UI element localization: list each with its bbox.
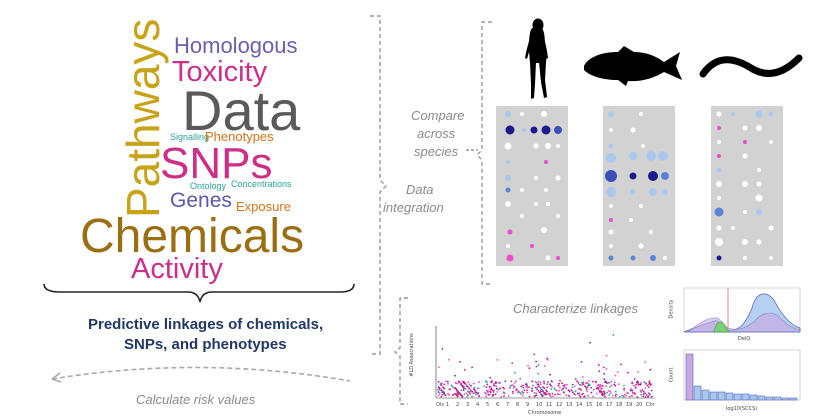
density-curves (683, 287, 801, 333)
manhattan-tick-label: 14 (576, 402, 583, 408)
histogram-ylabel: Count (668, 367, 675, 383)
histogram-bar (749, 394, 758, 401)
histogram-bar (709, 391, 718, 401)
bottom-bracket (43, 283, 355, 303)
histogram-bars (683, 349, 801, 401)
integration-label: integration (383, 200, 444, 215)
manhattan-tick-label: 19 (626, 402, 633, 408)
manhattan-tick-label: Chr (646, 402, 655, 408)
manhattan-tick-label: 16 (596, 402, 603, 408)
manhattan-tick-label: 13 (566, 402, 573, 408)
histogram-bar (701, 389, 710, 401)
histogram-bar (789, 397, 798, 401)
manhattan-ylabel: #LD Associations (408, 333, 415, 377)
manhattan-tick-label: 7 (506, 402, 510, 408)
word-ontology: Ontology (190, 181, 227, 191)
histogram-bar (725, 392, 734, 401)
histogram-bar (773, 396, 782, 401)
histogram-bar (765, 396, 774, 401)
histogram-bar (685, 353, 694, 401)
species-dashed-bracket (476, 21, 492, 285)
word-data: Data (182, 79, 301, 142)
manhattan-tick-label: Ols (436, 402, 444, 408)
manhattan-tick-label: 3 (466, 402, 470, 408)
result-line-1: Predictive linkages of chemicals, (88, 316, 324, 333)
density-plot: Density DelQ (669, 287, 802, 344)
histogram-bar (717, 391, 726, 401)
compare-label-1: Compare (411, 108, 465, 123)
manhattan-tick-label: 5 (486, 402, 490, 408)
manhattan-x-ticks: Ols 1 2 3 4 5 6 7 8 9 10 11 12 13 14 15 16 17 18 19 20 Chr (434, 402, 656, 410)
data-label: Data (406, 182, 434, 197)
word-activity: Activity (131, 253, 223, 285)
histogram-bar (757, 395, 766, 401)
word-toxicity: Toxicity (172, 56, 268, 88)
density-ylabel: Density (668, 299, 675, 319)
compare-label-2: across (417, 126, 456, 141)
word-pathways: Pathways (117, 18, 169, 218)
linkage-dashed-bracket (393, 297, 408, 405)
manhattan-tick-label: 12 (556, 402, 563, 408)
big-dashed-bracket (370, 15, 387, 355)
manhattan-plot: #LD Associations Ols 1 2 3 4 5 6 7 8 9 10 11 12 13 14 1… (408, 322, 658, 418)
histogram-bar (733, 393, 742, 401)
characterize-label: Characterize linkages (513, 301, 639, 316)
word-exposure: Exposure (236, 199, 291, 214)
word-phenotypes: Phenotypes (205, 129, 274, 144)
human-silhouette-icon (525, 18, 548, 99)
word-snps: SNPs (160, 139, 273, 188)
word-signalling: Signalling (170, 132, 210, 142)
calculate-arrow (51, 366, 351, 383)
fish-silhouette-icon (584, 46, 682, 86)
manhattan-axes (435, 326, 654, 399)
histogram-bar (781, 397, 790, 401)
density-xlabel: DelQ (738, 336, 751, 342)
word-concentrations: Concentrations (231, 179, 292, 189)
manhattan-tick-label: 11 (546, 402, 553, 408)
manhattan-tick-label: 9 (526, 402, 530, 408)
calculate-risk-label: Calculate risk values (136, 392, 256, 407)
species-dots-fish (605, 111, 669, 261)
manhattan-tick-label: 8 (516, 402, 520, 408)
manhattan-tick-label: 18 (616, 402, 623, 408)
histogram-plot: Count log10(SCCS) (668, 349, 802, 416)
manhattan-xlabel: Chromosome (528, 410, 562, 416)
manhattan-tick-label: 1 (446, 402, 450, 408)
species-panel-fish (603, 106, 675, 266)
compare-dash (466, 149, 478, 151)
manhattan-tick-label: 4 (476, 402, 480, 408)
word-chemicals: Chemicals (80, 210, 305, 263)
compare-label-3: species (414, 144, 459, 159)
word-homologous: Homologous (174, 33, 298, 58)
species-dots-human (504, 111, 562, 262)
manhattan-tick-label: 10 (536, 402, 543, 408)
histogram-xlabel: log10(SCCS) (726, 406, 758, 412)
manhattan-tick-label: 17 (606, 402, 613, 408)
manhattan-tick-label: 20 (636, 402, 643, 408)
manhattan-tick-label: 2 (456, 402, 460, 408)
worm-silhouette-icon (699, 54, 803, 78)
manhattan-tick-label: 15 (586, 402, 593, 408)
histogram-bar (693, 385, 702, 401)
histogram-bar (741, 393, 750, 401)
word-genes: Genes (170, 189, 232, 212)
species-dots-worm (714, 110, 774, 261)
manhattan-points (437, 333, 653, 398)
result-line-2: SNPs, and phenotypes (124, 336, 287, 353)
manhattan-tick-label: 6 (496, 402, 500, 408)
